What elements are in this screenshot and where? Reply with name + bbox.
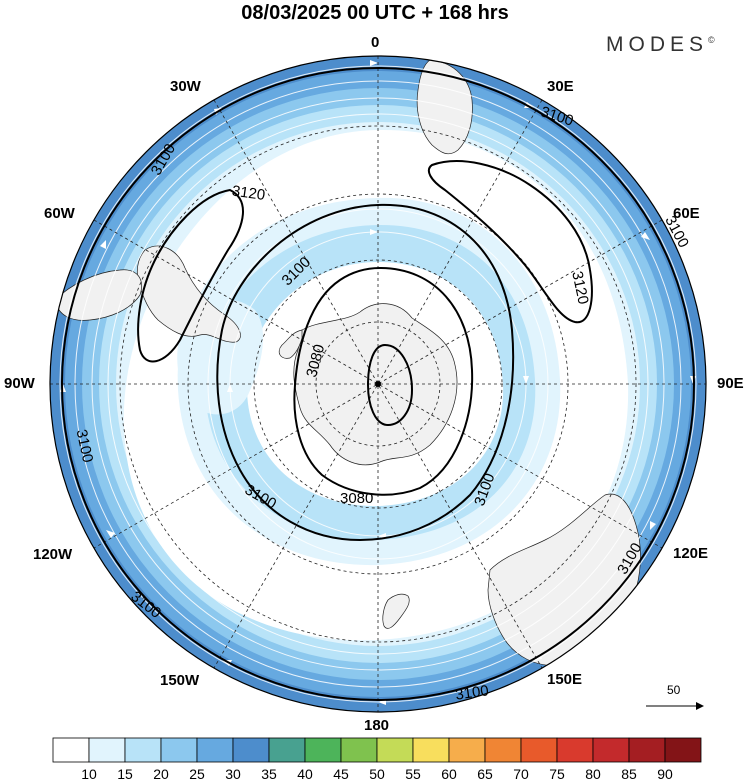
streamline xyxy=(107,113,649,655)
legend-tick-label: 35 xyxy=(261,766,277,782)
wind-arrow xyxy=(641,232,650,240)
legend-swatch xyxy=(340,737,378,763)
brand-logo: MODES© xyxy=(606,33,715,56)
meridian xyxy=(93,219,663,549)
contour-inner-low xyxy=(366,343,414,427)
map-title: 08/03/2025 00 UTC + 168 hrs xyxy=(241,2,509,24)
longitude-label-0: 0 xyxy=(371,34,380,51)
map-border xyxy=(49,55,707,713)
longitude-label-60e: 60E xyxy=(673,205,700,222)
wind-arrow xyxy=(106,530,115,538)
legend-tick-label: 55 xyxy=(405,766,421,782)
contour-label: 3120 xyxy=(231,183,266,204)
legend-swatch xyxy=(232,737,270,763)
legend-swatch xyxy=(484,737,522,763)
legend-tick-label: 75 xyxy=(549,766,565,782)
longitude-label-30e: 30E xyxy=(547,78,574,95)
africa xyxy=(416,59,473,155)
legend-tick-label: 90 xyxy=(657,766,673,782)
wind-arrow xyxy=(523,376,529,384)
legend-swatch xyxy=(268,737,306,763)
longitude-label-60w: 60W xyxy=(44,205,75,222)
legend-swatch xyxy=(412,737,450,763)
meridian xyxy=(213,99,543,669)
legend-tick-label: 85 xyxy=(621,766,637,782)
wind-arrow xyxy=(524,102,534,108)
contour-label: 3100 xyxy=(454,682,489,703)
legend-swatch xyxy=(376,737,414,763)
legend-tick-label: 50 xyxy=(369,766,385,782)
south-america-north xyxy=(54,269,142,321)
wind-arrow xyxy=(222,660,232,666)
antarctic-peninsula xyxy=(278,329,303,359)
contour-3080 xyxy=(293,266,474,496)
legend-swatch xyxy=(304,737,342,763)
legend-tick-label: 70 xyxy=(513,766,529,782)
longitude-label-120e: 120E xyxy=(673,545,709,562)
legend-swatch xyxy=(520,737,558,763)
legend-tick-label: 40 xyxy=(297,766,313,782)
legend-swatch xyxy=(124,737,162,763)
meridian xyxy=(213,99,543,669)
legend-tick-label: 60 xyxy=(441,766,457,782)
wind-arrow xyxy=(370,60,378,66)
wind-arrow xyxy=(227,384,233,392)
color-legend xyxy=(52,737,702,763)
legend-tick-label: 25 xyxy=(189,766,205,782)
latitude-circle xyxy=(119,125,637,643)
legend-swatch xyxy=(592,737,630,763)
contour-3120-west xyxy=(137,188,244,363)
contour-label: 3100 xyxy=(73,428,97,464)
longitude-label-180: 180 xyxy=(364,717,390,734)
new-zealand xyxy=(382,593,410,629)
wind-arrow xyxy=(650,521,656,530)
longitude-label-120w: 120W xyxy=(33,546,73,563)
contour-3120-east xyxy=(427,160,593,324)
contour-label: 3120 xyxy=(568,270,592,306)
contour-3100-inner xyxy=(216,203,515,542)
legend-tick-label: 45 xyxy=(333,766,349,782)
legend-tick-label: 30 xyxy=(225,766,241,782)
legend-swatch xyxy=(196,737,234,763)
legend-swatch xyxy=(664,737,702,763)
wind-arrow xyxy=(370,229,378,235)
legend-tick-label: 65 xyxy=(477,766,493,782)
legend-swatch xyxy=(628,737,666,763)
legend-swatch xyxy=(448,737,486,763)
pole-marker xyxy=(375,381,381,387)
legend-swatch xyxy=(160,737,198,763)
contour-label: 3080 xyxy=(340,490,373,507)
reference-vector-label: 50 xyxy=(667,683,681,697)
legend-tick-label: 80 xyxy=(585,766,601,782)
reference-vector-head xyxy=(696,702,704,710)
longitude-label-150e: 150E xyxy=(547,671,583,688)
meridian xyxy=(93,219,663,549)
legend-tick-label: 15 xyxy=(117,766,133,782)
longitude-label-90w: 90W xyxy=(4,375,35,392)
longitude-label-30w: 30W xyxy=(170,78,201,95)
legend-swatch xyxy=(556,737,594,763)
wind-arrow xyxy=(100,240,106,249)
legend-tick-label: 20 xyxy=(153,766,169,782)
longitude-label-90e: 90E xyxy=(717,375,744,392)
legend-swatch xyxy=(88,737,126,763)
legend-swatch xyxy=(52,737,90,763)
contour-3100-outer xyxy=(61,67,695,701)
longitude-label-150w: 150W xyxy=(160,672,200,689)
legend-tick-label: 10 xyxy=(81,766,97,782)
